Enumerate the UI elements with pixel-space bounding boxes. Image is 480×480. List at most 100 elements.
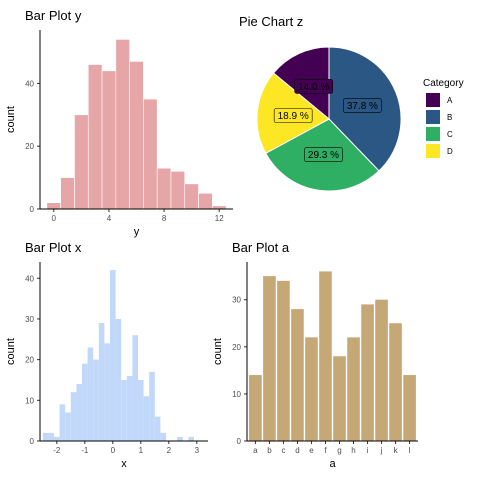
bar_a-x-label: a	[329, 458, 336, 470]
bar_y-title: Bar Plot y	[25, 8, 82, 23]
bar_y-bar	[129, 61, 144, 210]
bar_a-x-tick-label: l	[409, 446, 411, 455]
bar_y-x-label: y	[134, 226, 140, 238]
hist_x-bar	[115, 318, 122, 441]
bar_a-y-tick-label: 0	[237, 437, 242, 446]
bar_y-bar	[198, 192, 213, 210]
hist_x-y-tick-label: 10	[25, 396, 34, 405]
hist_x-x-tick-label: -2	[53, 446, 61, 455]
bar_a-bar	[263, 276, 276, 441]
bar_y-x-tick-label: 12	[215, 214, 224, 223]
pie-legend-key-A	[426, 93, 440, 107]
pie-label-box-D	[273, 108, 313, 123]
hist_x-bar	[76, 384, 82, 441]
pie-legend-label-C: C	[447, 130, 453, 139]
bar_y-y-tick-label: 20	[25, 142, 34, 151]
pie-legend-key-D	[426, 144, 440, 158]
bar_a-x-tick-label: b	[267, 446, 272, 455]
bar_a-bar	[333, 356, 346, 441]
bar_a-bar	[305, 337, 318, 441]
hist_x-bar	[126, 375, 133, 441]
hist_x-bar	[149, 371, 155, 441]
hist_x-bar	[160, 432, 166, 441]
bar_a-x-tick-label: a	[253, 446, 258, 455]
hist_x-bar	[65, 412, 71, 441]
bar_y-y-tick-label: 40	[25, 79, 34, 88]
bar_a-x-tick-label: i	[367, 446, 369, 455]
pie-legend-label-B: B	[447, 113, 452, 122]
bar_a-bar	[375, 299, 388, 441]
bar_y-bar	[46, 202, 61, 210]
hist_x-bar	[70, 392, 77, 441]
hist_x-bar	[48, 432, 54, 441]
hist_x-bar	[154, 416, 161, 441]
bar_a-x-tick-label: j	[380, 446, 383, 455]
bar_y-bar	[74, 114, 89, 210]
pie-legend-title: Category	[423, 78, 464, 89]
bar_a-title: Bar Plot a	[232, 240, 290, 255]
pie-legend-label-A: A	[447, 96, 453, 105]
hist_x-y-label: count	[5, 338, 17, 365]
hist_x-x-tick-label: 2	[167, 446, 172, 455]
hist_x-bar	[188, 436, 194, 441]
hist_x-x-label: x	[121, 458, 127, 470]
pie-legend-label-D: D	[447, 147, 453, 156]
bar_a-bar	[361, 304, 374, 441]
hist_x-x-tick-label: 0	[111, 446, 116, 455]
bar_y-y-label: count	[5, 106, 17, 133]
bar_a-x-tick-label: f	[324, 446, 327, 455]
hist_x-bar	[132, 335, 138, 441]
bar_y-x-tick-label: 8	[162, 214, 167, 223]
pie-legend-key-C	[426, 127, 440, 141]
bar_a-bar	[319, 271, 332, 441]
pie-legend-key-B	[426, 110, 440, 124]
hist_x-y-tick-label: 0	[30, 437, 35, 446]
hist_x-bar	[121, 379, 127, 441]
bar_y-bar	[156, 167, 172, 210]
hist_x-bar	[110, 270, 116, 441]
pie-label-box-A	[294, 79, 333, 94]
bar_a-y-label: count	[212, 338, 224, 365]
bar_a-y-tick-label: 20	[232, 343, 241, 352]
hist_x-bar	[177, 436, 183, 441]
bar_y-bar	[170, 171, 186, 210]
bar_y-y-tick-label: 0	[30, 205, 35, 214]
bar_a-y-tick-label: 10	[232, 390, 241, 399]
pie_z-panel: Pie Chart z 14.0 % 37.8 % 29.3 % 18.9 % Categ…	[239, 14, 464, 192]
hist_x-x-tick-label: 1	[139, 446, 144, 455]
bar_y-bar	[60, 177, 75, 210]
hist_x-y-tick-label: 30	[25, 315, 34, 324]
bar_a-bar	[277, 280, 290, 441]
pie-label-A: 14.0 %	[298, 82, 329, 93]
hist_x-bar	[104, 343, 110, 441]
bar_y-bar	[101, 70, 117, 210]
bar_a-y-tick-label: 30	[232, 296, 241, 305]
bar_a-bar	[291, 309, 304, 441]
hist_x-bar	[59, 404, 66, 441]
bar_y-x-tick-label: 4	[107, 214, 112, 223]
hist_x-bar	[42, 432, 49, 441]
bar_y-x-tick-label: 0	[52, 214, 57, 223]
bar_a-bar	[249, 375, 262, 441]
hist_x-bar	[143, 396, 150, 441]
pie-label-box-B	[343, 98, 382, 113]
pie-label-D: 18.9 %	[278, 111, 309, 122]
bar_a-x-tick-label: e	[309, 446, 314, 455]
pie_z-title: Pie Chart z	[239, 14, 303, 29]
bar_a-x-tick-label: g	[337, 446, 341, 455]
hist_x-x-tick-label: 3	[195, 446, 200, 455]
hist_x-bar	[82, 363, 88, 441]
hist_x-bar	[98, 323, 105, 441]
pie-label-box-C	[304, 147, 343, 162]
hist_x-bar	[87, 347, 94, 441]
hist_x-title: Bar Plot x	[25, 240, 82, 255]
hist_x-y-tick-label: 20	[25, 356, 34, 365]
bar_a-x-tick-label: d	[295, 446, 299, 455]
bar_a-bar	[389, 323, 402, 441]
bar_a-x-tick-label: k	[394, 446, 399, 455]
bar_y-panel: Bar Plot y 0 4 8 12 0 20 40 y count	[5, 8, 233, 238]
hist_x-bar	[93, 359, 99, 441]
